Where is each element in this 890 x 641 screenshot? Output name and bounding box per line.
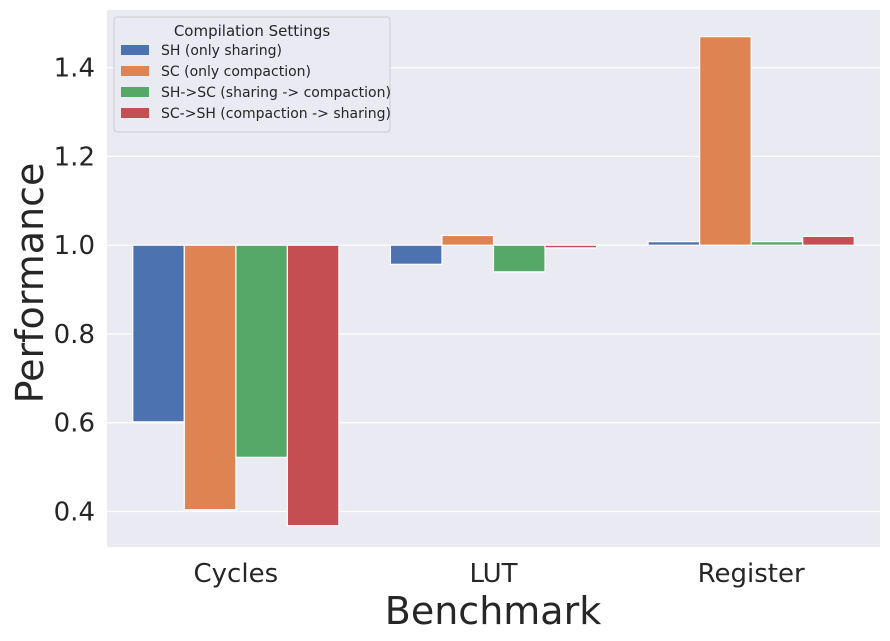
y-tick-label: 0.4 [54,497,95,527]
bar [389,244,443,265]
legend-label: SH (only sharing) [161,43,282,59]
legend-swatch [121,87,149,97]
x-tick-labels: Cycles LUT Register [194,559,805,589]
bars [132,36,855,527]
y-tick-label: 1.0 [54,231,95,261]
y-axis-title: Performance [8,163,52,404]
y-tick-labels: 0.4 0.6 0.8 1.0 1.2 1.4 [54,54,95,528]
legend-label: SC->SH (compaction -> sharing) [161,106,391,122]
y-tick-label: 1.4 [54,54,95,84]
legend-entries: SH (only sharing) SC (only compaction) SH-… [121,43,391,122]
bar [699,36,752,246]
bar [441,234,495,246]
y-tick-label: 0.8 [54,320,95,350]
x-axis-title: Benchmark [385,589,601,633]
bar [132,244,185,423]
x-tick-label: Register [698,559,805,589]
bar [647,241,701,246]
bar [802,235,855,246]
bar [183,244,237,511]
legend-title: Compilation Settings [174,22,331,40]
legend-swatch [121,66,149,76]
bar [492,244,546,273]
y-tick-label: 0.6 [54,409,95,439]
legend-swatch [121,45,149,55]
legend: Compilation Settings SH (only sharing) SC… [113,16,391,133]
y-tick-label: 1.2 [54,142,95,172]
legend-swatch [121,108,149,118]
legend-box [113,16,391,133]
bar [544,244,598,249]
x-tick-label: LUT [469,559,517,589]
bar [750,241,804,246]
bar [235,244,288,458]
legend-label: SC (only compaction) [161,64,311,80]
bar [286,244,340,527]
legend-label: SH->SC (sharing -> compaction) [161,85,391,101]
x-tick-label: Cycles [194,559,279,589]
